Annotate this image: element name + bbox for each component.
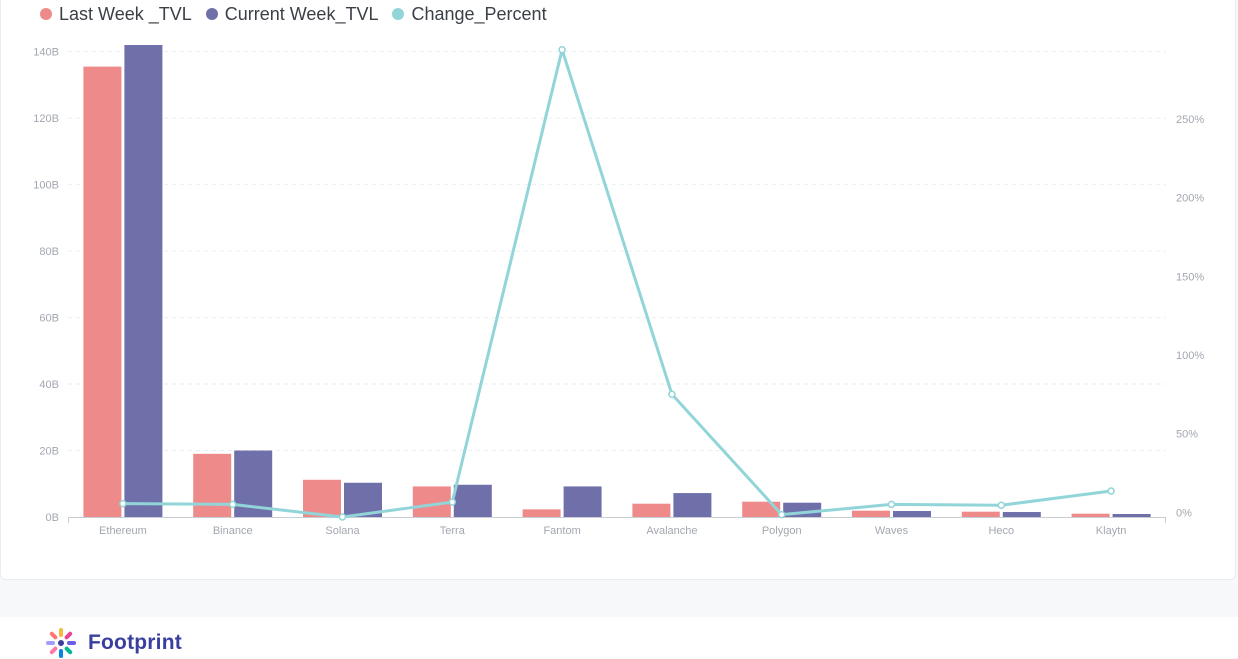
chart-legend: Last Week _TVL Current Week_TVL Change_P… <box>40 2 547 26</box>
change-percent-point-solana[interactable] <box>338 513 347 521</box>
footer: Footprint <box>0 617 1238 658</box>
left-axis-tick-label: 40B <box>39 379 59 391</box>
x-axis-tick-label: Terra <box>440 525 466 537</box>
change-percent-point-avalanche[interactable] <box>668 390 676 399</box>
right-axis-tick-label: 50% <box>1176 429 1198 441</box>
bar-current-week-terra[interactable] <box>453 484 492 517</box>
left-axis-tick-label: 120B <box>33 113 59 125</box>
bar-last-week-binance[interactable] <box>193 453 232 517</box>
x-axis-tick-label: Fantom <box>543 525 580 537</box>
bar-last-week-heco[interactable] <box>961 511 1000 517</box>
brand-name: Footprint <box>88 631 182 654</box>
legend-label-current-week: Current Week_TVL <box>224 3 379 24</box>
x-axis-tick-label: Waves <box>875 525 909 537</box>
bar-last-week-ethereum[interactable] <box>83 66 122 517</box>
legend-dot-current-week <box>205 8 218 20</box>
change-percent-line-path <box>122 48 1112 519</box>
x-axis-tick-label: Solana <box>325 525 360 537</box>
combo-chart: 0B 20B 40B 60B 80B 100B 120B 140B 0% 50% 100% 150% 2… <box>33 45 1204 537</box>
left-axis-tick-label: 60B <box>39 313 59 325</box>
change-percent-point-fantom[interactable] <box>558 45 566 54</box>
bar-last-week-waves[interactable] <box>852 510 890 517</box>
legend-item-change-percent[interactable]: Change_Percent <box>392 3 547 25</box>
right-axis-tick-label: 200% <box>1176 193 1204 205</box>
legend-item-last-week[interactable]: Last Week _TVL <box>40 4 192 25</box>
x-axis-tick-label: Avalanche <box>646 525 697 537</box>
axes: 0B 20B 40B 60B 80B 100B 120B 140B 0% 50% 100% 150% 2… <box>33 47 1204 537</box>
left-axis-tick-label: 20B <box>39 446 59 458</box>
bar-last-week-solana[interactable] <box>303 479 341 517</box>
legend-dot-last-week <box>40 8 52 20</box>
change-percent-point-terra[interactable] <box>448 498 457 506</box>
bar-current-week-waves[interactable] <box>893 511 931 517</box>
x-axis-tick-label: Ethereum <box>99 525 147 537</box>
bar-last-week-avalanche[interactable] <box>632 503 671 517</box>
left-axis-tick-label: 80B <box>39 246 59 258</box>
bar-group <box>83 45 1151 517</box>
bar-current-week-fantom[interactable] <box>563 486 602 517</box>
right-axis-tick-label: 100% <box>1176 350 1204 362</box>
change-percent-point-waves[interactable] <box>887 500 896 509</box>
legend-label-change-percent: Change_Percent <box>411 3 547 24</box>
brand-logo[interactable]: Footprint <box>40 627 182 659</box>
change-percent-point-polygon[interactable] <box>777 510 786 519</box>
right-axis-tick-label: 0% <box>1176 507 1192 519</box>
bar-last-week-polygon[interactable] <box>742 501 781 517</box>
legend-label-last-week: Last Week _TVL <box>59 3 192 24</box>
legend-item-current-week[interactable]: Current Week_TVL <box>205 3 379 25</box>
bar-last-week-fantom[interactable] <box>522 509 561 517</box>
x-axis-tick-label: Polygon <box>762 525 802 537</box>
footprint-logo-icon <box>46 628 76 658</box>
left-axis-tick-label: 0B <box>46 512 59 524</box>
bar-last-week-klaytn[interactable] <box>1071 513 1110 517</box>
grid-lines <box>68 51 1166 452</box>
bar-current-week-heco[interactable] <box>1002 512 1041 517</box>
bar-current-week-ethereum[interactable] <box>124 45 163 517</box>
change-percent-point-heco[interactable] <box>997 501 1006 509</box>
x-axis-tick-label: Klaytn <box>1096 525 1127 537</box>
bar-current-week-klaytn[interactable] <box>1112 514 1151 517</box>
change-percent-point-klaytn[interactable] <box>1107 487 1115 495</box>
left-axis-tick-label: 140B <box>33 47 59 59</box>
right-axis-tick-label: 150% <box>1176 271 1204 283</box>
bar-current-week-avalanche[interactable] <box>673 493 712 517</box>
change-percent-point-binance[interactable] <box>228 500 237 509</box>
change-percent-point-ethereum[interactable] <box>119 499 127 508</box>
right-axis-tick-label: 250% <box>1176 114 1204 126</box>
legend-dot-change-percent <box>392 8 405 20</box>
x-axis-tick-label: Binance <box>213 525 253 537</box>
left-axis-tick-label: 100B <box>33 180 59 192</box>
x-axis-tick-label: Heco <box>988 525 1014 537</box>
change-percent-line <box>119 45 1115 521</box>
